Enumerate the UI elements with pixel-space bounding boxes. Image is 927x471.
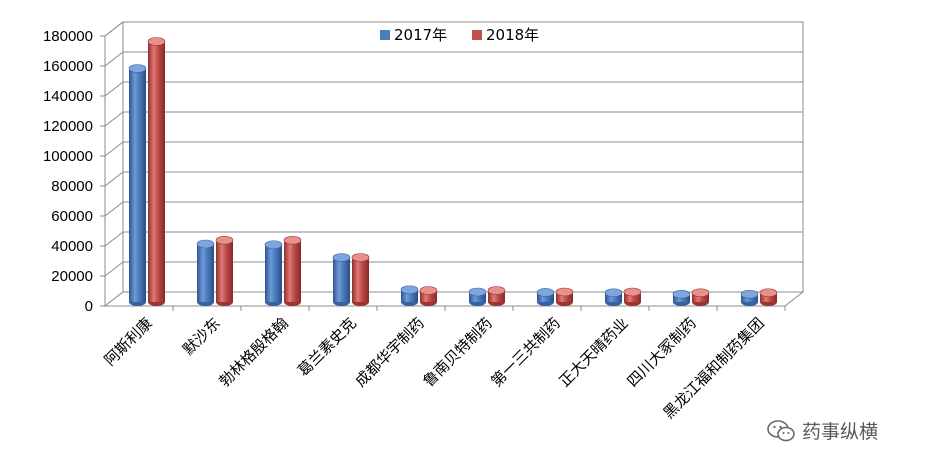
watermark: 药事纵横 xyxy=(766,417,878,444)
gridline xyxy=(104,111,803,127)
wechat-icon xyxy=(767,419,795,441)
gridline xyxy=(104,51,803,67)
gridline xyxy=(104,231,803,247)
gridline xyxy=(104,171,803,187)
gridline xyxy=(104,141,803,157)
bar xyxy=(672,289,691,306)
x-tick-label: 成都华宇制药 xyxy=(351,314,427,390)
bar xyxy=(332,253,351,306)
y-tick-label: 120000 xyxy=(43,118,93,135)
y-tick-label: 100000 xyxy=(43,148,93,165)
bar xyxy=(400,285,419,306)
bar xyxy=(691,288,710,306)
legend-item: 2018年 xyxy=(472,26,539,44)
legend-item: 2017年 xyxy=(380,26,447,44)
bar xyxy=(147,37,166,306)
x-tick-label: 勃林格殷格翰 xyxy=(215,314,291,390)
side-wall xyxy=(104,20,124,308)
x-tick-label: 葛兰素史克 xyxy=(294,314,360,380)
legend-label: 2017年 xyxy=(394,26,447,44)
bar xyxy=(264,240,283,306)
bar xyxy=(215,235,234,306)
bar xyxy=(468,287,487,306)
x-tick-label: 第一三共制药 xyxy=(487,314,563,390)
y-tick-label: 20000 xyxy=(51,268,93,285)
legend-label: 2018年 xyxy=(486,26,539,44)
legend-swatch xyxy=(380,30,390,40)
bar xyxy=(128,64,147,306)
gridline xyxy=(104,201,803,217)
x-tick-label: 四川大冢制药 xyxy=(623,314,699,390)
bar xyxy=(283,235,302,306)
x-tick-label: 正大天晴药业 xyxy=(555,314,631,390)
y-tick-label: 40000 xyxy=(51,238,93,255)
x-tick-label: 默沙东 xyxy=(179,314,224,359)
bar xyxy=(419,286,438,306)
bar xyxy=(536,288,555,306)
y-tick-label: 160000 xyxy=(43,58,93,75)
bar xyxy=(759,288,778,306)
y-tick-label: 80000 xyxy=(51,178,93,195)
bar xyxy=(555,287,574,306)
x-tick-label: 阿斯利康 xyxy=(101,314,156,369)
x-tick-label: 鲁南贝特制药 xyxy=(419,314,495,390)
y-tick-label: 180000 xyxy=(43,28,93,45)
y-tick-label: 140000 xyxy=(43,88,93,105)
watermark-text: 药事纵横 xyxy=(802,421,879,443)
bar xyxy=(604,288,623,306)
bar xyxy=(196,239,215,306)
y-tick-label: 60000 xyxy=(51,208,93,225)
bar xyxy=(623,287,642,306)
legend-swatch xyxy=(472,30,482,40)
gridline xyxy=(104,21,803,37)
bar xyxy=(487,286,506,306)
gridline xyxy=(104,81,803,97)
y-tick-label: 0 xyxy=(85,298,93,315)
gridline xyxy=(104,261,803,277)
bar xyxy=(351,253,370,306)
bar xyxy=(740,289,759,306)
